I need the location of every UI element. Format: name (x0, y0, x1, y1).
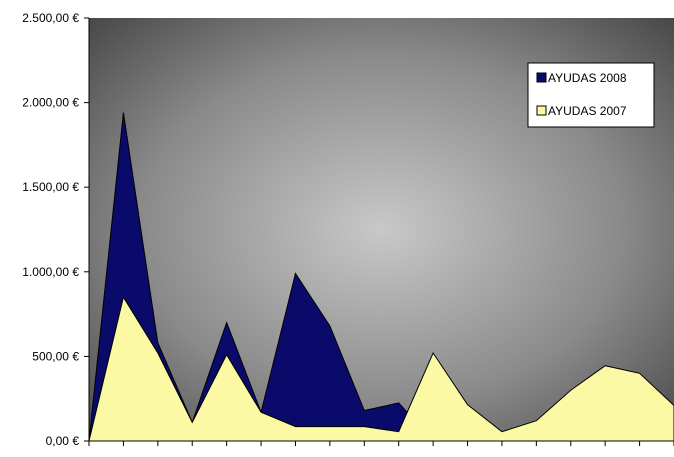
y-tick-label: 2.000,00 € (22, 96, 79, 110)
legend-swatch (536, 72, 547, 83)
y-tick-label: 2.500,00 € (22, 11, 79, 25)
legend-label: AYUDAS 2007 (548, 104, 627, 118)
y-tick-label: 500,00 € (32, 349, 79, 363)
series-area-ayudas-2007 (88, 295, 674, 442)
y-tick-label: 1.000,00 € (22, 265, 79, 279)
y-tick-label: 0,00 € (46, 434, 80, 448)
legend-label: AYUDAS 2008 (548, 71, 627, 85)
axis-layer: 0,00 € 500,00 € 1.000,00 € 1.500,00 € 2.000,… (22, 11, 674, 448)
y-tick-label: 1.500,00 € (22, 180, 79, 194)
legend-box (527, 62, 655, 128)
legend: AYUDAS 2008 AYUDAS 2007 (527, 62, 655, 128)
legend-swatch (536, 105, 547, 116)
